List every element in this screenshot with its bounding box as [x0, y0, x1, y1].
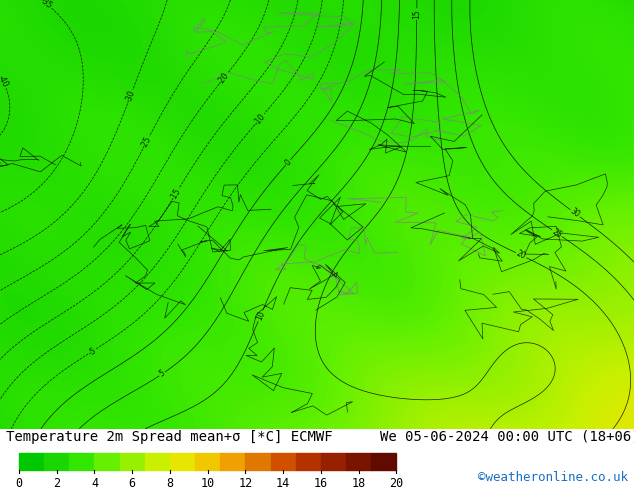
Text: 20: 20: [515, 249, 527, 261]
Bar: [145, 453, 170, 470]
Text: -15: -15: [168, 187, 183, 202]
Text: ©weatheronline.co.uk: ©weatheronline.co.uk: [477, 471, 628, 484]
Text: -25: -25: [139, 135, 153, 150]
Text: -30: -30: [124, 89, 136, 104]
Bar: [321, 453, 346, 470]
Text: 6: 6: [129, 476, 136, 490]
Text: -10: -10: [252, 112, 267, 127]
Text: 20: 20: [389, 476, 403, 490]
Bar: [44, 453, 69, 470]
Text: 10: 10: [254, 310, 266, 322]
Text: 0: 0: [283, 157, 293, 167]
Text: 12: 12: [238, 476, 252, 490]
Bar: [195, 453, 220, 470]
Bar: [220, 453, 245, 470]
Text: 8: 8: [166, 476, 174, 490]
Text: 5: 5: [158, 369, 167, 379]
Text: 4: 4: [91, 476, 98, 490]
Text: 10: 10: [200, 476, 215, 490]
Text: 2: 2: [53, 476, 60, 490]
Text: 18: 18: [351, 476, 366, 490]
Text: 0: 0: [15, 476, 23, 490]
Text: -20: -20: [216, 71, 231, 86]
Text: -5: -5: [86, 345, 98, 357]
Bar: [271, 453, 295, 470]
Bar: [19, 453, 44, 470]
Text: -40: -40: [0, 74, 10, 89]
Text: 14: 14: [276, 476, 290, 490]
Text: 30: 30: [569, 207, 582, 220]
Text: 16: 16: [314, 476, 328, 490]
Text: 15: 15: [412, 9, 422, 19]
Bar: [295, 453, 321, 470]
Text: 25: 25: [550, 227, 564, 240]
Bar: [94, 453, 120, 470]
Text: -35: -35: [39, 0, 54, 11]
Text: Temperature 2m Spread mean+σ [*C] ECMWF: Temperature 2m Spread mean+σ [*C] ECMWF: [6, 430, 333, 444]
Bar: [170, 453, 195, 470]
Text: We 05-06-2024 00:00 UTC (18+06): We 05-06-2024 00:00 UTC (18+06): [380, 430, 634, 444]
Bar: [245, 453, 271, 470]
Bar: [69, 453, 94, 470]
Bar: [371, 453, 396, 470]
Bar: [120, 453, 145, 470]
Bar: [346, 453, 371, 470]
